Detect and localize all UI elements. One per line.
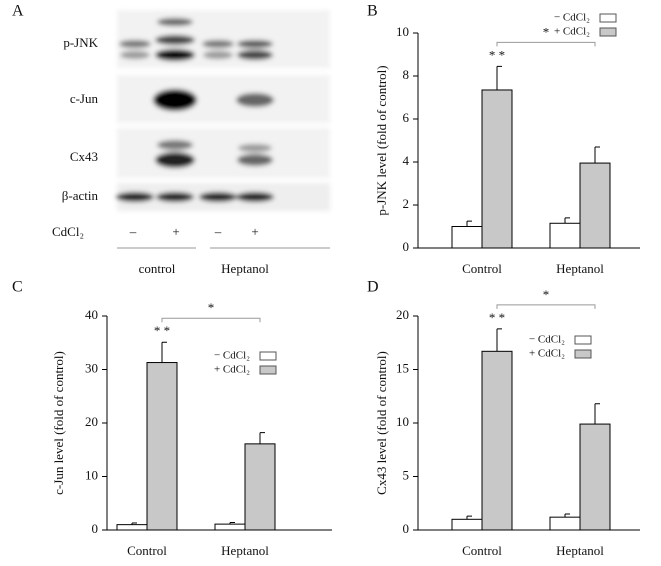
x-tick-label: Control xyxy=(462,543,502,558)
y-tick-label: 5 xyxy=(403,467,410,482)
legend-label: − CdCl₂ xyxy=(214,350,250,362)
error-bar xyxy=(466,515,472,520)
error-bar xyxy=(466,220,472,227)
bar xyxy=(579,423,611,531)
significance: * * xyxy=(154,323,170,338)
legend-label: − CdCl₂ xyxy=(529,334,565,346)
treatment-label: CdCl₂ xyxy=(52,224,84,239)
error-bar xyxy=(131,522,137,525)
x-tick-label: Heptanol xyxy=(221,543,269,558)
panel-label: D xyxy=(367,279,379,296)
blot-row-label: p-JNK xyxy=(63,35,98,50)
y-axis-label: p-JNK level (fold of control) xyxy=(374,65,389,215)
panel-label: B xyxy=(367,3,378,20)
error-bar xyxy=(594,146,600,164)
error-bar xyxy=(496,328,502,352)
x-tick-label: Heptanol xyxy=(556,261,604,276)
y-tick-label: 20 xyxy=(85,414,98,429)
y-tick-label: 4 xyxy=(403,153,410,168)
blot-row-label: β-actin xyxy=(62,188,99,203)
y-tick-label: 15 xyxy=(396,360,409,375)
y-tick-label: 20 xyxy=(396,307,409,322)
bar xyxy=(146,362,178,531)
bar xyxy=(214,523,246,531)
legend-label: + CdCl₂ xyxy=(554,26,590,38)
y-tick-label: 0 xyxy=(92,521,99,536)
bar xyxy=(579,162,611,249)
legend-label: + CdCl₂ xyxy=(529,348,565,360)
significance: * xyxy=(543,287,550,302)
y-tick-label: 0 xyxy=(403,521,410,536)
error-bar xyxy=(259,432,265,444)
y-axis-label: c-Jun level (fold of control) xyxy=(51,351,66,495)
y-tick-label: 8 xyxy=(403,67,410,82)
legend-swatch xyxy=(574,335,592,345)
bar xyxy=(481,350,513,531)
bar xyxy=(481,89,513,249)
error-bar xyxy=(594,403,600,425)
y-tick-label: 0 xyxy=(403,239,410,254)
sign: – xyxy=(129,224,137,239)
error-bar xyxy=(161,341,167,363)
error-bar xyxy=(564,513,570,518)
x-tick-label: Control xyxy=(127,543,167,558)
error-bar xyxy=(564,217,570,224)
significance: * xyxy=(208,300,215,315)
legend-swatch xyxy=(259,365,277,375)
bar xyxy=(451,226,483,249)
x-tick-label: Heptanol xyxy=(556,543,604,558)
error-bar xyxy=(229,522,235,525)
y-tick-label: 10 xyxy=(396,24,409,39)
bar xyxy=(244,443,276,531)
bracket xyxy=(496,304,596,309)
x-tick-label: Control xyxy=(462,261,502,276)
blot xyxy=(116,10,330,211)
y-tick-label: 6 xyxy=(403,110,410,125)
bracket xyxy=(496,41,596,47)
y-tick-label: 10 xyxy=(396,414,409,429)
legend-label: − CdCl₂ xyxy=(554,12,590,24)
bar xyxy=(549,516,581,531)
y-tick-label: 10 xyxy=(85,467,98,482)
error-bar xyxy=(496,65,502,90)
bar xyxy=(451,518,483,531)
significance: * xyxy=(543,24,550,39)
panel-label: A xyxy=(12,3,24,20)
sign: – xyxy=(214,224,222,239)
blot-row-label: c-Jun xyxy=(70,91,99,106)
significance: * * xyxy=(489,47,505,62)
y-tick-label: 40 xyxy=(85,307,98,322)
sign: + xyxy=(251,224,258,239)
legend-swatch xyxy=(259,351,277,361)
legend-swatch xyxy=(599,13,617,23)
bar xyxy=(549,222,581,249)
y-tick-label: 30 xyxy=(85,360,98,375)
y-axis-label: Cx43 level (fold of control) xyxy=(374,351,389,495)
group-label: Heptanol xyxy=(221,261,269,276)
sign: + xyxy=(172,224,179,239)
y-tick-label: 2 xyxy=(403,196,410,211)
legend-swatch xyxy=(599,27,617,37)
bar xyxy=(116,524,148,531)
legend-label: + CdCl₂ xyxy=(214,364,250,376)
bracket xyxy=(161,317,261,323)
significance: * * xyxy=(489,310,505,325)
group-label: control xyxy=(139,261,176,276)
legend-swatch xyxy=(574,349,592,359)
blot-row-label: Cx43 xyxy=(70,149,98,164)
panel-label: C xyxy=(12,279,23,296)
